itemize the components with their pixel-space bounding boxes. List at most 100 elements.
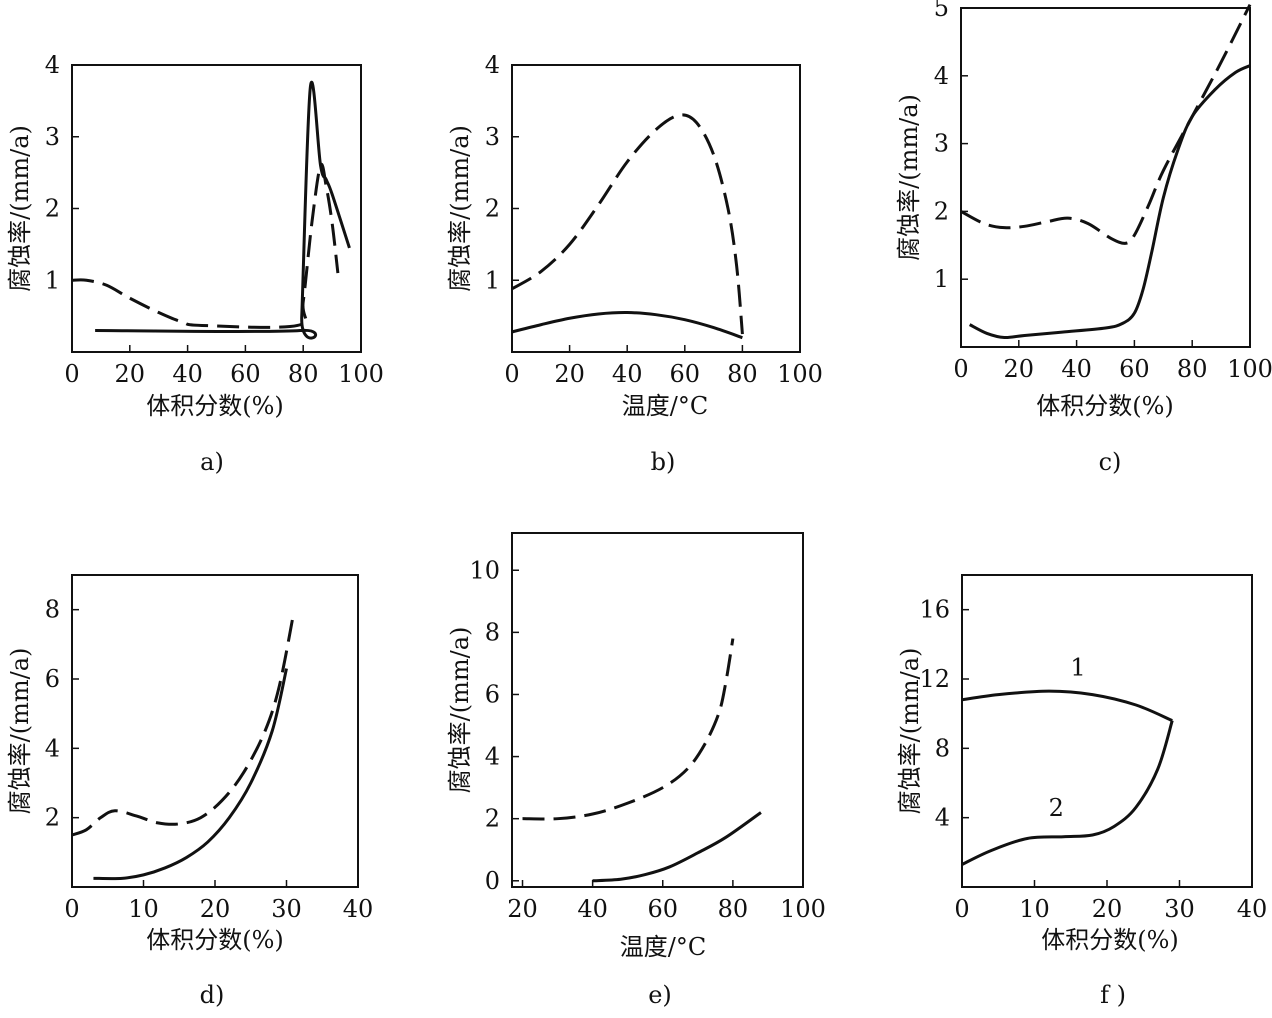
x-axis-label: 温度/°C (620, 933, 706, 961)
x-tick-label: 80 (1177, 355, 1208, 383)
y-axis-label: 腐蚀率/(mm/a) (446, 125, 474, 292)
x-tick-label: 10 (128, 895, 159, 923)
series-dashed-line (511, 113, 744, 335)
x-tick-label: 20 (200, 895, 231, 923)
y-tick-label: 4 (45, 734, 60, 762)
curve-label: 2 (1049, 794, 1064, 822)
x-tick-label: 60 (1119, 355, 1150, 383)
series-solid-line (592, 811, 762, 883)
series-solid-line (961, 720, 1174, 866)
x-tick-label: 100 (338, 360, 384, 388)
x-tick-label: 40 (172, 360, 203, 388)
plot-frame (71, 64, 362, 353)
x-axis-label: 体积分数(%) (146, 392, 284, 420)
y-tick-label: 6 (45, 665, 60, 693)
panel-caption: b) (651, 448, 676, 476)
y-tick-label: 8 (45, 596, 60, 624)
x-tick-label: 40 (1237, 895, 1268, 923)
x-tick-label: 10 (1019, 895, 1050, 923)
series-solid-line (511, 311, 743, 340)
y-axis-label: 腐蚀率/(mm/a) (6, 125, 34, 292)
plot-frame (961, 574, 1253, 888)
x-tick-label: 0 (953, 355, 968, 383)
panel-caption: f ) (1100, 981, 1126, 1009)
y-tick-label: 2 (934, 197, 949, 225)
plot-frame (71, 574, 359, 888)
series-solid-line (968, 64, 1251, 340)
x-tick-label: 100 (777, 360, 823, 388)
x-tick-label: 20 (115, 360, 146, 388)
y-tick-label: 2 (45, 195, 60, 223)
x-tick-label: 0 (64, 360, 79, 388)
panel-d: 0 10 20 30 40 2 4 6 8 体积分数(%) 腐蚀率/(mm/a) d) (6, 574, 374, 1009)
y-tick-label: 6 (485, 680, 500, 708)
panel-caption: c) (1099, 448, 1122, 476)
x-tick-label: 40 (612, 360, 643, 388)
series-solid-line (95, 81, 351, 340)
x-tick-label: 30 (271, 895, 302, 923)
panel-caption: e) (648, 981, 672, 1009)
x-tick-label: 30 (1164, 895, 1195, 923)
x-tick-label: 60 (230, 360, 261, 388)
y-tick-label: 8 (485, 618, 500, 646)
x-tick-label: 80 (727, 360, 758, 388)
y-tick-label: 1 (485, 266, 500, 294)
y-tick-label: 4 (934, 62, 949, 90)
x-tick-label: 80 (718, 895, 749, 923)
y-tick-label: 10 (469, 556, 500, 584)
x-tick-label: 20 (554, 360, 585, 388)
x-tick-label: 60 (647, 895, 678, 923)
x-tick-label: 100 (780, 895, 826, 923)
x-tick-label: 100 (1227, 355, 1272, 383)
y-tick-label: 1 (934, 265, 949, 293)
plot-frame (960, 7, 1251, 348)
plot-frame (511, 64, 801, 353)
y-axis-label: 腐蚀率/(mm/a) (896, 648, 924, 815)
x-tick-label: 0 (954, 895, 969, 923)
panel-caption: d) (200, 981, 225, 1009)
y-tick-label: 4 (485, 743, 500, 771)
y-tick-label: 3 (485, 123, 500, 151)
panel-c: 0 20 40 60 80 100 1 2 3 4 5 体积分数(%) 腐蚀率/(mm/a) c) (895, 0, 1272, 476)
x-tick-label: 40 (1061, 355, 1092, 383)
x-tick-label: 60 (670, 360, 701, 388)
y-tick-label: 3 (934, 130, 949, 158)
y-tick-label: 2 (485, 805, 500, 833)
y-tick-label: 2 (45, 804, 60, 832)
y-tick-label: 8 (935, 734, 950, 762)
x-tick-label: 20 (1004, 355, 1035, 383)
y-axis-label: 腐蚀率/(mm/a) (895, 94, 923, 261)
y-tick-label: 2 (485, 195, 500, 223)
y-tick-label: 4 (935, 804, 950, 832)
y-axis-label: 腐蚀率/(mm/a) (446, 627, 474, 794)
series-dashed-line (71, 162, 340, 329)
panel-caption: a) (200, 448, 224, 476)
series-solid-line (961, 689, 1173, 722)
x-axis-label: 体积分数(%) (1036, 392, 1174, 420)
y-axis-label: 腐蚀率/(mm/a) (6, 648, 34, 815)
y-tick-label: 4 (485, 51, 500, 79)
y-tick-label: 1 (45, 266, 60, 294)
y-tick-label: 16 (919, 596, 950, 624)
series-dashed-line (71, 612, 296, 837)
series-dashed-line (960, 3, 1252, 245)
series-dashed-line (522, 638, 735, 821)
x-tick-label: 20 (1092, 895, 1123, 923)
plot-frame (511, 532, 804, 888)
y-tick-label: 4 (45, 51, 60, 79)
x-tick-label: 20 (507, 895, 538, 923)
x-tick-label: 40 (343, 895, 374, 923)
x-tick-label: 0 (504, 360, 519, 388)
panel-e: 20 40 60 80 100 0 2 4 6 8 10 温度/°C 腐蚀率/(mm/a) e) (446, 532, 826, 1009)
x-tick-label: 40 (577, 895, 608, 923)
y-tick-label: 5 (934, 0, 949, 22)
y-tick-label: 12 (919, 665, 950, 693)
curve-label: 1 (1070, 654, 1085, 682)
series-solid-line (93, 668, 288, 881)
x-axis-label: 温度/°C (622, 392, 708, 420)
panel-a: 0 20 40 60 80 100 1 2 3 4 体积分数(%) 腐蚀率/(mm/a) a) (6, 51, 384, 476)
y-tick-label: 0 (485, 867, 500, 895)
x-axis-label: 体积分数(%) (146, 926, 284, 954)
